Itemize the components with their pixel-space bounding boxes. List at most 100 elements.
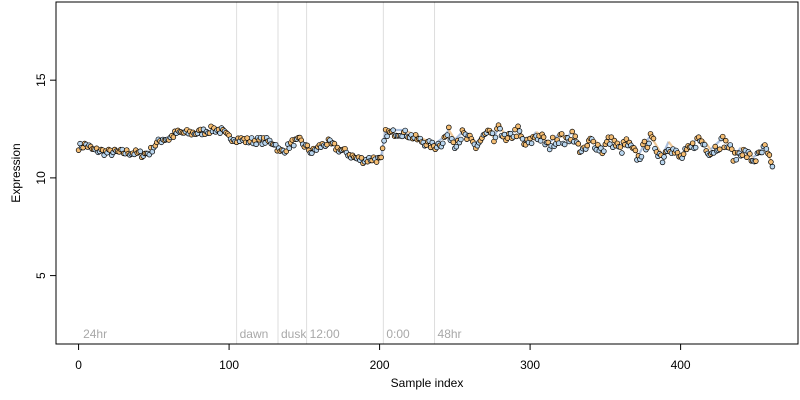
data-point-layer <box>75 122 776 170</box>
annotation-layer: dawn dusk 12:00 0:00 48hr 24hr <box>83 327 461 341</box>
data-point <box>744 154 750 161</box>
data-point <box>390 127 396 133</box>
data-point <box>729 146 735 152</box>
data-point <box>286 145 293 151</box>
data-point <box>641 138 648 145</box>
data-point <box>747 151 753 157</box>
data-point <box>291 142 297 149</box>
data-point <box>545 139 551 146</box>
data-point <box>619 150 625 156</box>
data-point <box>555 140 562 146</box>
annotation-label: dawn <box>240 327 269 341</box>
data-point <box>519 136 526 142</box>
data-point <box>689 140 696 146</box>
annotation-label: 0:00 <box>386 327 410 341</box>
data-point <box>723 137 729 144</box>
data-point <box>381 138 387 144</box>
data-point <box>659 159 666 166</box>
data-point <box>569 128 575 135</box>
data-point <box>402 127 408 134</box>
data-point <box>558 131 565 137</box>
x-tick-label: 400 <box>671 358 691 372</box>
data-point <box>595 142 601 148</box>
data-point <box>572 133 578 140</box>
data-point <box>719 133 726 140</box>
y-tick-label: 15 <box>34 73 48 87</box>
data-point <box>515 123 521 130</box>
data-point <box>453 143 460 150</box>
x-tick-label: 0 <box>75 358 82 372</box>
annotation-label: 48hr <box>438 327 462 341</box>
data-point <box>450 139 457 146</box>
data-point <box>759 149 765 156</box>
data-point <box>661 154 667 160</box>
data-point <box>497 125 503 132</box>
data-point <box>632 147 639 154</box>
data-point <box>617 144 624 150</box>
data-point <box>763 146 770 152</box>
data-point <box>584 142 591 149</box>
annotation-label: 24hr <box>83 327 107 341</box>
data-point <box>646 140 652 147</box>
data-point <box>304 142 311 149</box>
data-point <box>692 144 699 151</box>
data-point <box>492 134 499 141</box>
data-point <box>561 141 568 148</box>
data-point <box>680 151 687 157</box>
data-point <box>272 141 279 148</box>
data-point <box>528 140 535 147</box>
data-point <box>753 158 759 164</box>
data-point <box>489 130 496 137</box>
data-point <box>513 133 520 140</box>
data-point <box>549 134 556 141</box>
data-point <box>769 163 776 170</box>
x-tick-label: 200 <box>370 358 390 372</box>
data-point <box>379 145 386 152</box>
data-point <box>766 152 773 158</box>
data-point <box>739 152 746 158</box>
data-point <box>331 140 338 147</box>
data-point <box>638 153 645 160</box>
data-point <box>537 138 544 144</box>
x-tick-label: 300 <box>520 358 540 372</box>
data-point <box>716 146 723 153</box>
y-tick-label: 5 <box>34 272 48 279</box>
data-point <box>590 138 597 145</box>
data-point <box>650 135 657 142</box>
data-point <box>412 132 419 138</box>
axis-layer: 0 100 200 300 400 5 10 15 <box>34 73 691 372</box>
y-tick-label: 10 <box>34 171 48 185</box>
data-point <box>575 141 582 147</box>
annotation-label: dusk <box>281 327 307 341</box>
trend-segment <box>380 129 387 158</box>
data-point <box>373 159 380 165</box>
data-point <box>540 134 547 140</box>
data-point <box>446 124 452 131</box>
data-point <box>608 134 615 140</box>
data-point <box>733 156 740 163</box>
vertical-marker-layer <box>236 2 436 344</box>
annotation-label: 12:00 <box>310 327 340 341</box>
data-point <box>324 141 330 148</box>
data-point <box>768 159 774 165</box>
data-point <box>378 154 384 161</box>
data-point <box>358 155 365 161</box>
x-tick-label: 100 <box>219 358 239 372</box>
data-point <box>384 133 390 140</box>
data-point <box>458 136 464 143</box>
data-point <box>444 132 451 138</box>
data-point <box>253 141 259 148</box>
data-point <box>170 134 177 140</box>
data-point <box>601 148 607 154</box>
data-point <box>623 136 630 142</box>
data-point <box>440 140 446 147</box>
x-axis-title: Sample index <box>391 376 464 390</box>
data-point <box>516 128 523 134</box>
data-point <box>701 141 708 148</box>
plot-frame <box>55 1 799 345</box>
data-point <box>217 130 223 136</box>
data-point <box>137 148 144 155</box>
y-axis-title: Expression <box>9 143 23 202</box>
